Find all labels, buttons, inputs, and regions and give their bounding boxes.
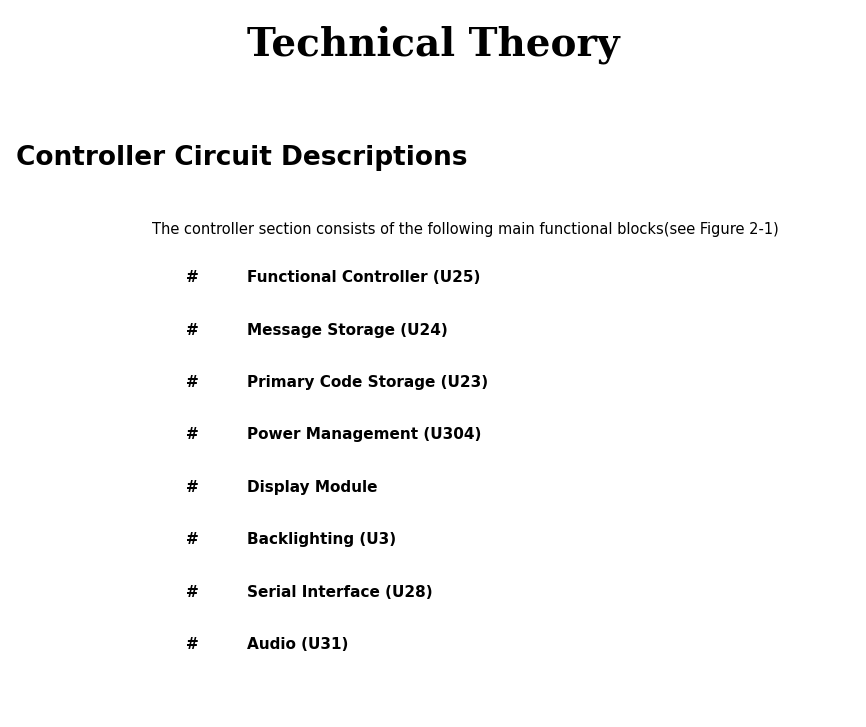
Text: Message Storage (U24): Message Storage (U24) [247,323,448,338]
Text: Functional Controller (U25): Functional Controller (U25) [247,270,480,286]
Text: Backlighting (U3): Backlighting (U3) [247,532,396,547]
Text: Power Management (U304): Power Management (U304) [247,427,481,443]
Text: Primary Code Storage (U23): Primary Code Storage (U23) [247,375,488,390]
Text: Technical Theory: Technical Theory [247,25,619,64]
Text: #: # [186,637,199,652]
Text: Serial Interface (U28): Serial Interface (U28) [247,585,432,600]
Text: #: # [186,323,199,338]
Text: #: # [186,585,199,600]
Text: #: # [186,480,199,495]
Text: #: # [186,270,199,286]
Text: Display Module: Display Module [247,480,378,495]
Text: The controller section consists of the following main functional blocks(see Figu: The controller section consists of the f… [152,222,779,237]
Text: Audio (U31): Audio (U31) [247,637,348,652]
Text: Controller Circuit Descriptions: Controller Circuit Descriptions [16,145,467,172]
Text: #: # [186,532,199,547]
Text: #: # [186,375,199,390]
Text: #: # [186,427,199,443]
